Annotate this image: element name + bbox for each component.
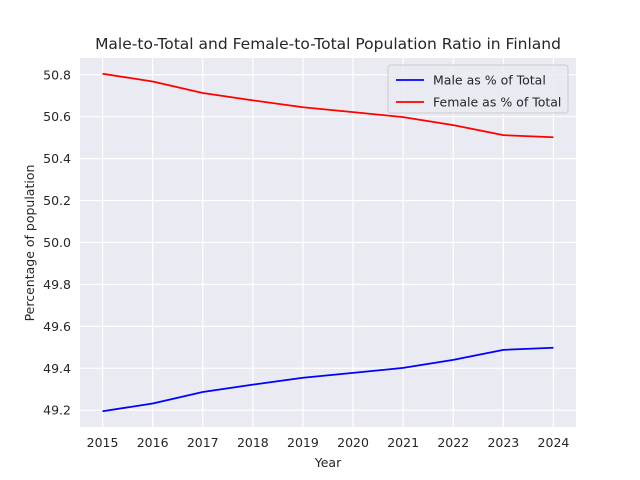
y-axis-ticks: 49.2 49.4 49.6 49.8 50.0 50.2 50.4 50.6 50.8	[43, 67, 71, 417]
x-tick-label: 2016	[137, 435, 169, 450]
y-tick-label: 49.8	[43, 277, 71, 292]
chart-title: Male-to-Total and Female-to-Total Popula…	[95, 35, 561, 53]
legend: Male as % of Total Female as % of Total	[387, 64, 569, 114]
gridlines	[80, 58, 576, 427]
series-lines	[102, 72, 554, 413]
x-tick-label: 2022	[437, 435, 469, 450]
y-tick-label: 49.4	[43, 361, 71, 376]
y-tick-label: 50.8	[43, 67, 71, 82]
x-tick-label: 2024	[538, 435, 570, 450]
y-tick-label: 50.4	[43, 151, 71, 166]
x-tick-label: 2020	[337, 435, 369, 450]
y-tick-label: 50.2	[43, 193, 71, 208]
x-axis-label: Year	[314, 455, 342, 470]
x-tick-label: 2021	[387, 435, 419, 450]
x-tick-label: 2019	[287, 435, 319, 450]
legend-box	[387, 64, 569, 114]
legend-entry: Male as % of Total	[433, 73, 546, 88]
x-tick-label: 2017	[187, 435, 219, 450]
x-axis-ticks: 2015 2016 2017 2018 2019 2020 2021 2022 2023 2024	[87, 435, 570, 450]
x-tick-label: 2018	[237, 435, 269, 450]
y-tick-label: 49.6	[43, 319, 71, 334]
y-axis-label: Percentage of population	[22, 165, 37, 322]
series-line-1	[102, 72, 554, 139]
y-tick-label: 49.2	[43, 403, 71, 418]
y-tick-label: 50.0	[43, 235, 71, 250]
legend-entry: Female as % of Total	[433, 95, 561, 110]
x-tick-label: 2023	[487, 435, 519, 450]
series-line-0	[102, 346, 554, 413]
x-tick-label: 2015	[87, 435, 119, 450]
y-tick-label: 50.6	[43, 109, 71, 124]
